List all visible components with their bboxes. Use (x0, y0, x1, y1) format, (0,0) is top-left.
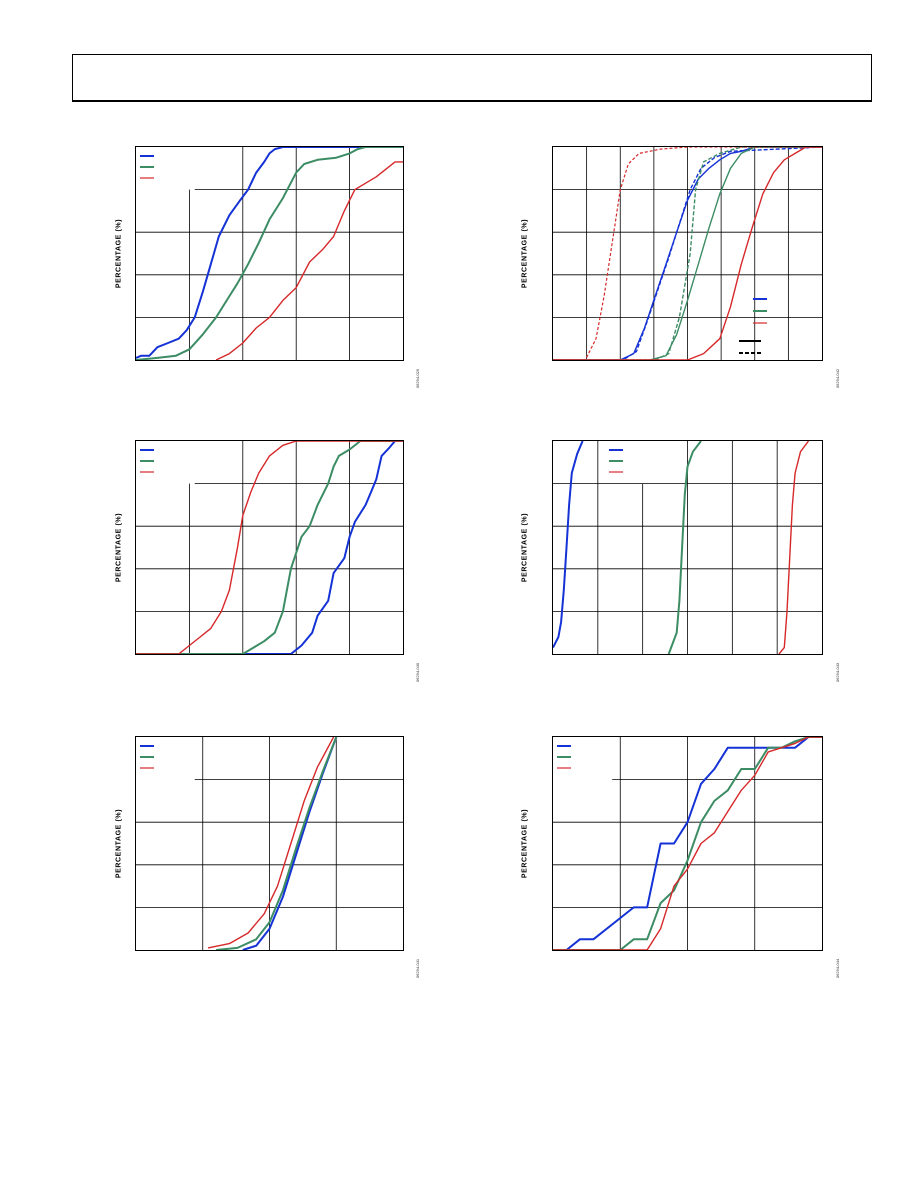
series-line-4 (553, 147, 822, 360)
figure-id: 06294-041 (415, 958, 421, 979)
figure-id: 06294-043 (835, 662, 841, 683)
figure-id: 06294-029 (415, 368, 421, 389)
series-line-2 (136, 147, 403, 360)
plot-area (552, 440, 823, 655)
plot-area (135, 736, 404, 951)
figure-id: 06294-044 (835, 958, 841, 979)
page-header-box (72, 54, 872, 102)
chart-svg (136, 441, 403, 654)
y-axis-label: PERCENTAGE (%) (115, 218, 123, 289)
chart-svg (136, 737, 403, 950)
series-line-1 (242, 737, 338, 950)
chart-svg (136, 147, 403, 360)
figure-id: 06294-042 (835, 368, 841, 389)
plot-area (552, 736, 823, 951)
series-line-6 (553, 147, 822, 360)
series-line-2 (667, 441, 702, 654)
plot-area (135, 440, 404, 655)
y-axis-label: PERCENTAGE (%) (521, 512, 529, 583)
plot-area (135, 146, 404, 361)
y-axis-label: PERCENTAGE (%) (521, 218, 529, 289)
series-line-3 (215, 161, 403, 360)
plot-area (552, 146, 823, 361)
series-line-2 (553, 147, 822, 360)
y-axis-label: PERCENTAGE (%) (521, 808, 529, 879)
series-line-3 (136, 441, 403, 654)
series-line-1 (553, 441, 584, 649)
series-line-3 (778, 441, 810, 654)
series-line-1 (136, 441, 403, 654)
chart-svg (553, 737, 822, 950)
figure-id: 06294-040 (415, 662, 421, 683)
series-line-5 (553, 147, 822, 360)
y-axis-label: PERCENTAGE (%) (115, 512, 123, 583)
series-line-3 (207, 737, 335, 949)
series-line-2 (136, 441, 403, 654)
chart-svg (553, 441, 822, 654)
y-axis-label: PERCENTAGE (%) (115, 808, 123, 879)
series-line-3 (553, 737, 822, 950)
series-line-1 (553, 147, 822, 360)
chart-svg (553, 147, 822, 360)
series-line-1 (136, 147, 403, 359)
series-line-2 (216, 737, 338, 950)
